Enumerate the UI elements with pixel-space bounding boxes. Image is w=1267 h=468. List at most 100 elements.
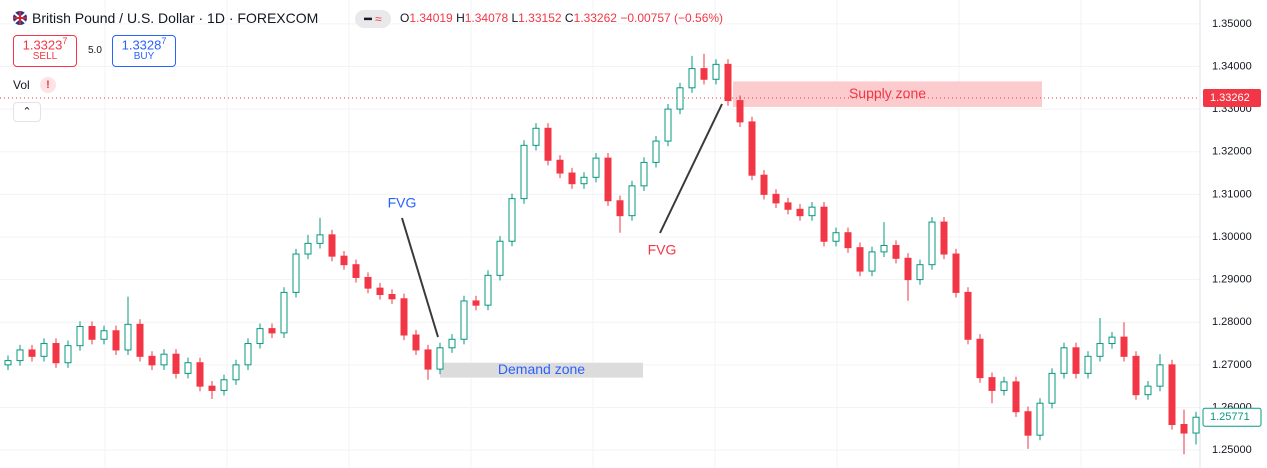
fvg-pointer xyxy=(659,103,723,234)
change: −0.00757 (−0.56%) xyxy=(620,11,724,25)
candle-body xyxy=(112,330,120,351)
ohlc-value: 1.34078 xyxy=(464,11,509,25)
candle-body xyxy=(1060,347,1068,374)
candle-body xyxy=(376,287,384,296)
candle-body xyxy=(328,234,336,257)
candle-body xyxy=(772,193,780,204)
zone xyxy=(440,362,643,378)
candle-body xyxy=(544,127,552,161)
zone-label: Demand zone xyxy=(498,361,585,377)
sell-pip: 7 xyxy=(62,36,68,46)
sell-label: SELL xyxy=(32,51,58,63)
candle-body xyxy=(988,377,996,391)
candle-body xyxy=(316,234,324,244)
candle-body xyxy=(760,174,768,195)
candle-body xyxy=(508,198,516,242)
candle-body xyxy=(268,328,276,334)
candle-body xyxy=(856,247,864,272)
candle-body xyxy=(700,68,708,80)
ohlc-value: 1.33262 xyxy=(573,11,617,25)
candle-body xyxy=(388,294,396,300)
y-tick-label: 1.25000 xyxy=(1212,444,1252,456)
candle-body xyxy=(520,144,528,200)
candle-body xyxy=(676,87,684,110)
current-price-label: 1.33262 xyxy=(1210,92,1250,104)
candle-body xyxy=(28,349,36,357)
buy-button[interactable]: 1.33287 BUY xyxy=(112,35,176,67)
candle-body xyxy=(928,221,936,266)
spread: 5.0 xyxy=(88,45,102,56)
candle-body xyxy=(40,343,48,357)
candle-body xyxy=(712,63,720,80)
sell-price: 1.3323 xyxy=(22,37,63,53)
candle-body xyxy=(1192,416,1200,434)
y-tick-label: 1.28000 xyxy=(1212,316,1252,328)
sell-button[interactable]: 1.33237 SELL xyxy=(13,35,77,67)
candle-body xyxy=(844,232,852,249)
candle-body xyxy=(1024,411,1032,436)
ohlc-value: 1.33152 xyxy=(518,11,562,25)
candle-body xyxy=(748,121,756,176)
y-tick-label: 1.29000 xyxy=(1212,274,1252,286)
candle-body xyxy=(604,157,612,202)
symbol-icon[interactable] xyxy=(12,10,28,29)
candle-body xyxy=(568,172,576,185)
candle-body xyxy=(172,353,180,374)
candle-body xyxy=(136,323,144,357)
candle-body xyxy=(412,334,420,351)
candle-body xyxy=(832,232,840,242)
ohlc-key: O xyxy=(400,11,410,25)
candle-body xyxy=(640,161,648,187)
candle-body xyxy=(1144,385,1152,396)
candle-body xyxy=(124,323,132,351)
candle-body xyxy=(628,185,636,217)
candle-body xyxy=(1048,372,1056,404)
candle-body xyxy=(436,347,444,370)
buy-price: 1.3328 xyxy=(121,37,162,53)
chart-title: British Pound / U.S. Dollar · 1D · FOREX… xyxy=(32,10,319,26)
candle-body xyxy=(352,264,360,278)
candle-body xyxy=(1096,343,1104,357)
candle-body xyxy=(784,202,792,210)
candle-body xyxy=(400,298,408,336)
candle-body xyxy=(304,242,312,255)
ohlc-readout: O1.34019 H1.34078 L1.33152 C1.33262 −0.0… xyxy=(400,11,723,25)
candle-body xyxy=(532,127,540,146)
volume-warning[interactable]: ! xyxy=(40,77,56,93)
candle-body xyxy=(796,208,804,217)
candle-body xyxy=(904,257,912,281)
candle-body xyxy=(1036,402,1044,436)
candle-body xyxy=(364,276,372,289)
candle-body xyxy=(292,253,300,293)
candle-body xyxy=(244,343,252,366)
flag-icon xyxy=(13,11,27,25)
collapse-button[interactable]: ⌃ xyxy=(13,102,41,122)
candle-body xyxy=(424,349,432,370)
candle-body xyxy=(808,206,816,217)
candle-body xyxy=(592,157,600,178)
y-tick-label: 1.30000 xyxy=(1212,231,1252,243)
ohlc-key: C xyxy=(564,11,574,25)
candle-body xyxy=(724,63,732,102)
candle-body xyxy=(196,362,204,387)
candle-body xyxy=(952,253,960,293)
candle-body xyxy=(976,338,984,379)
candle-body xyxy=(820,206,828,242)
candle-body xyxy=(1132,355,1140,396)
candle-body xyxy=(1120,336,1128,357)
candle-body xyxy=(1084,355,1092,374)
candle-body xyxy=(1108,336,1116,345)
current-price-box xyxy=(1203,88,1261,107)
y-tick-label: 1.32000 xyxy=(1212,146,1252,158)
candle-body xyxy=(868,251,876,272)
status-pill[interactable]: ━ ≈ xyxy=(355,10,391,28)
last-price-box xyxy=(1202,407,1262,427)
candle-body xyxy=(652,140,660,163)
last-price-label: 1.25771 xyxy=(1210,411,1250,423)
candle-body xyxy=(736,100,744,123)
ohlc-key: H xyxy=(456,11,465,25)
candle-body xyxy=(448,338,456,349)
volume-label: Vol xyxy=(13,78,30,92)
candle-body xyxy=(1072,347,1080,374)
